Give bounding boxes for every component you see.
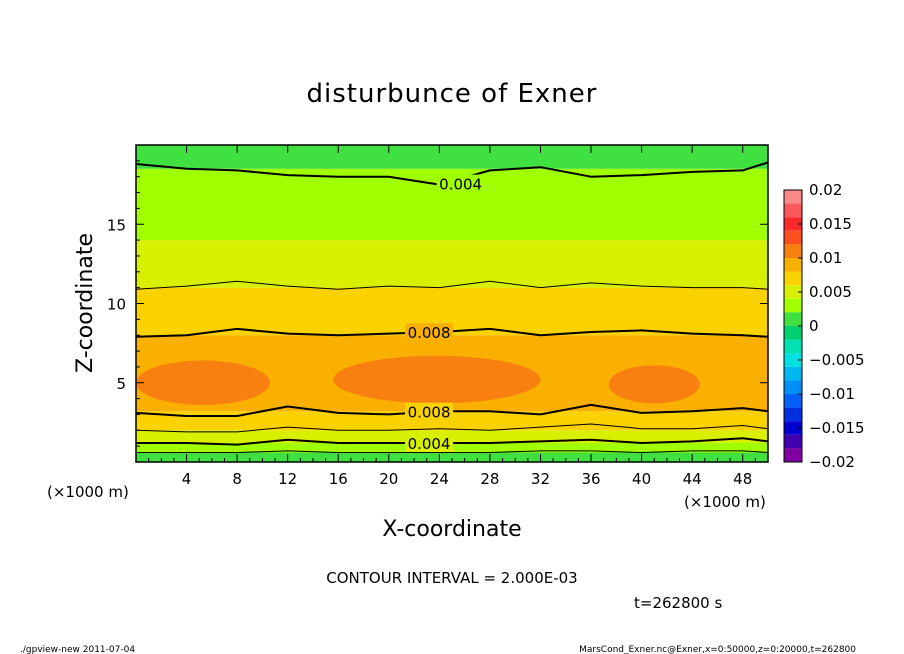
contour-interval-note: CONTOUR INTERVAL = 2.000E-03	[326, 569, 577, 587]
colorbar-swatch	[784, 394, 802, 408]
colorbar-swatch	[784, 366, 802, 381]
contour-label-bg	[436, 174, 485, 193]
x-tick-label: 48	[733, 470, 752, 488]
chart-title: disturbunce of Exner	[307, 79, 598, 109]
contour-label: 0.004	[408, 435, 451, 453]
colorbar-tick-label: 0.01	[809, 249, 842, 267]
fill-band	[136, 452, 768, 462]
y-tick-label: 10	[107, 296, 126, 314]
colorbar-swatch	[784, 271, 802, 286]
colorbar-swatch	[784, 258, 802, 272]
x-tick-label: 44	[683, 470, 702, 488]
colorbar-tick-label: 0.02	[809, 181, 842, 199]
x-axis-title: X-coordinate	[382, 517, 521, 542]
colorbar-swatch	[784, 380, 802, 394]
y-tick-label: 5	[116, 375, 126, 393]
x-unit-left: (×1000 m)	[47, 483, 129, 501]
fill-region	[608, 365, 700, 404]
time-label: t=262800 s	[634, 594, 722, 612]
colorbar-swatch	[784, 285, 802, 299]
contour-line	[136, 403, 768, 417]
contour-label: 0.004	[439, 176, 482, 194]
colorbar-swatch	[784, 230, 802, 245]
x-tick-label: 16	[329, 470, 348, 488]
y-axis-title: Z-coordinate	[73, 233, 98, 373]
colorbar-tick-label: 0.005	[809, 283, 852, 301]
colorbar-tick-label: −0.01	[809, 385, 855, 403]
contour-label-bg	[405, 402, 454, 421]
contour-line	[136, 327, 768, 338]
plot-area	[136, 145, 768, 462]
colorbar-tick-label: −0.02	[809, 453, 855, 471]
colorbar-tick-label: −0.005	[809, 351, 865, 369]
x-tick-label: 24	[430, 470, 449, 488]
x-axis: 4 8 12 16 20 24 28 32 36 40 44 48	[148, 145, 756, 488]
contour-label-bg	[405, 433, 454, 452]
x-tick-label: 36	[581, 470, 600, 488]
contour-labels: 0.004 0.008 0.008 0.004	[405, 174, 485, 453]
colorbar-swatch	[784, 203, 802, 218]
colorbar-tick-label: −0.015	[809, 419, 865, 437]
contour-label: 0.008	[408, 404, 451, 422]
x-tick-label: 40	[632, 470, 651, 488]
colorbar-swatch	[784, 244, 802, 258]
fill-band	[136, 145, 768, 169]
colorbar-swatch	[784, 434, 802, 449]
x-tick-label: 12	[278, 470, 297, 488]
contour-line	[136, 280, 768, 290]
x-unit-right: (×1000 m)	[684, 493, 766, 511]
colorbar-tick-labels: 0.02 0.015 0.01 0.005 0 −0.005 −0.01 −0.015 −0.0…	[798, 181, 865, 471]
fill-region	[333, 355, 541, 404]
contour-line	[136, 423, 768, 433]
x-tick-label: 20	[379, 470, 398, 488]
colorbar-tick-label: 0	[809, 317, 819, 335]
footer-right-note: MarsCond_Exner.nc@Exner,x=0:50000,z=0:20…	[579, 645, 856, 654]
fill-band	[136, 240, 768, 288]
colorbar-swatch	[784, 339, 802, 354]
fill-region	[136, 360, 270, 405]
footer-left-note: ./gpview-new 2011-07-04	[20, 645, 135, 654]
colorbar-swatch	[784, 190, 802, 204]
contour-line	[136, 437, 768, 446]
contour-lines	[136, 161, 768, 453]
contour-label: 0.008	[408, 324, 451, 342]
colorbar-swatch	[784, 298, 802, 313]
colorbar-swatch	[784, 312, 802, 326]
colorbar-swatch	[784, 407, 802, 422]
x-tick-label: 8	[232, 470, 242, 488]
colorbar-swatch	[784, 421, 802, 435]
contour-line	[136, 450, 768, 453]
y-tick-label: 15	[107, 216, 126, 234]
colorbar-swatch	[784, 353, 802, 367]
x-tick-label: 28	[480, 470, 499, 488]
x-tick-label: 4	[182, 470, 192, 488]
colorbar-swatch	[784, 448, 802, 462]
colorbar-swatch	[784, 326, 802, 340]
x-tick-label: 32	[531, 470, 550, 488]
colorbar-swatch	[784, 217, 802, 231]
y-axis: 5 10 15	[107, 160, 768, 447]
colorbar-tick-label: 0.015	[809, 215, 852, 233]
contour-label-bg	[405, 323, 454, 342]
